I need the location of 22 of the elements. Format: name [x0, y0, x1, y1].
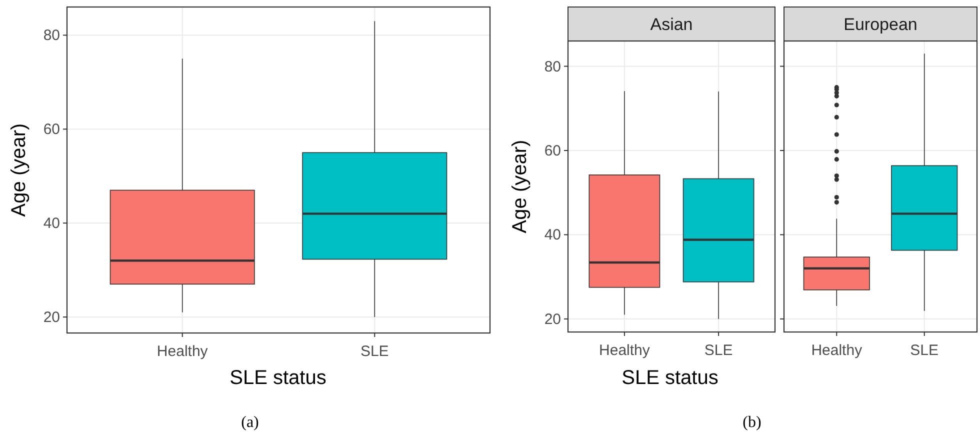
y-tick-label: 20 [43, 309, 60, 326]
x-tick-label: Healthy [156, 343, 208, 360]
x-tick-label: Healthy [811, 342, 863, 359]
x-axis-title: SLE status [622, 367, 718, 389]
x-tick-label: SLE [704, 342, 733, 359]
y-tick-label: 40 [43, 215, 60, 232]
chart-title: European [844, 15, 918, 34]
y-tick-label: 40 [544, 226, 561, 244]
x-tick-label: SLE [360, 343, 389, 360]
y-tick-label: 80 [544, 58, 561, 76]
text: (a) [241, 414, 259, 431]
text: (b) [742, 414, 762, 431]
chart-title: Asian [650, 15, 693, 34]
y-axis-title: Age (year) [509, 140, 531, 234]
x-axis-title: SLE status [230, 367, 326, 389]
y-tick-label: 60 [544, 142, 561, 160]
y-tick-label: 80 [43, 27, 60, 44]
y-tick-label: 60 [43, 121, 60, 138]
x-tick-label: SLE [910, 342, 939, 359]
y-axis-title: Age (year) [8, 123, 30, 217]
y-tick-label: 20 [544, 310, 561, 328]
x-tick-label: Healthy [599, 342, 650, 359]
